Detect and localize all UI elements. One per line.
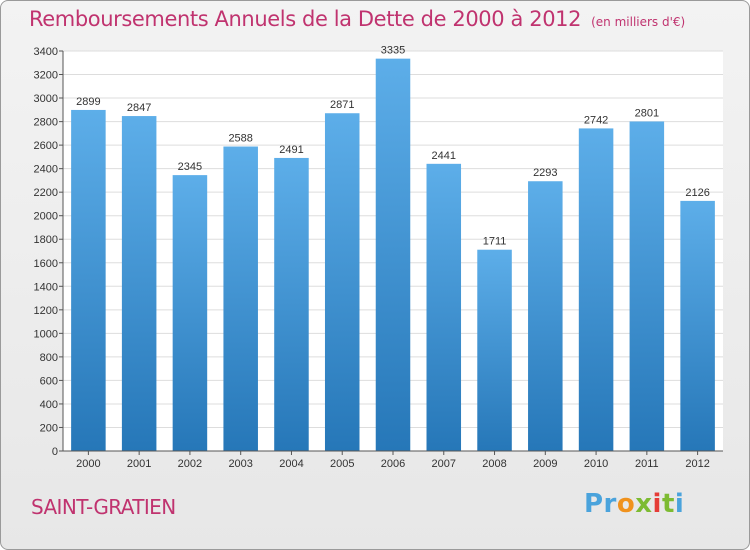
x-tick-label: 2011	[635, 458, 659, 470]
value-label: 2847	[127, 102, 151, 114]
bar-2001	[121, 116, 157, 451]
value-label: 2441	[432, 150, 456, 162]
y-tick-label: 200	[40, 422, 58, 434]
value-label: 2899	[76, 96, 100, 108]
bar-2007	[426, 163, 462, 451]
y-tick-label: 1800	[34, 234, 58, 246]
x-tick-label: 2002	[178, 458, 202, 470]
y-tick-label: 3000	[34, 93, 58, 105]
value-label: 2742	[584, 114, 608, 126]
y-tick-label: 800	[40, 352, 58, 364]
bars	[71, 58, 715, 452]
x-tick-label: 2012	[685, 458, 709, 470]
bar-2003	[223, 146, 258, 451]
y-tick-label: 1400	[34, 281, 58, 293]
y-tick-label: 1200	[34, 305, 58, 317]
bar-2012	[680, 200, 715, 451]
value-label: 2801	[635, 107, 659, 119]
bar-2011	[629, 121, 665, 452]
x-tick-label: 2004	[279, 458, 303, 470]
y-axis: 0 200 400 600 800 1000 1200 1400 1600 1800 2000 220…	[34, 46, 64, 458]
x-tick-label: 2009	[533, 458, 557, 470]
title-line: Remboursements Annuels de la Dette de 20…	[29, 7, 685, 31]
x-axis: 2000 2001 2002 2003 2004 2005 2006 2007 2008 2009…	[63, 450, 723, 470]
value-label: 2345	[178, 161, 202, 173]
x-tick-label: 2010	[584, 458, 608, 470]
x-tick-label: 2008	[482, 458, 506, 470]
bar-2008	[477, 249, 512, 451]
bar-2002	[172, 175, 208, 451]
x-tick-label: 2000	[76, 458, 100, 470]
x-tick-label: 2005	[330, 458, 354, 470]
value-label: 3335	[381, 45, 405, 57]
x-tick-label: 2007	[432, 458, 456, 470]
value-label: 2871	[330, 99, 354, 111]
y-tick-label: 2200	[34, 187, 58, 199]
chart-subtitle: (en milliers d'€)	[591, 15, 686, 29]
y-tick-label: 2000	[34, 211, 58, 223]
bar-2004	[274, 157, 309, 452]
y-tick-label: 600	[40, 375, 58, 387]
y-tick-label: 1000	[34, 328, 58, 340]
x-tick-label: 2001	[127, 458, 151, 470]
bar-2010	[578, 128, 614, 451]
value-label: 2491	[279, 144, 303, 156]
value-label: 2588	[228, 133, 252, 145]
chart-title: Remboursements Annuels de la Dette de 20…	[29, 7, 582, 31]
y-tick-label: 2400	[34, 164, 58, 176]
value-label: 1711	[483, 236, 507, 248]
y-tick-label: 3200	[34, 70, 58, 82]
city-name: SAINT-GRATIEN	[31, 495, 176, 519]
y-tick-label: 2600	[34, 140, 58, 152]
x-tick-label: 2003	[228, 458, 252, 470]
y-tick-label: 2800	[34, 117, 58, 129]
proxiti-logo[interactable]: Proxiti	[584, 489, 685, 519]
bar-2005	[324, 113, 360, 451]
value-label: 2126	[685, 187, 709, 199]
y-tick-label: 3400	[34, 46, 58, 58]
bar-2000	[71, 109, 106, 452]
bar-2006	[375, 58, 411, 451]
y-tick-label: 400	[40, 399, 58, 411]
data-labels: 2899 2847 2345 2588 2491 2871 3335 2441 1711 2293…	[76, 45, 710, 248]
x-tick-label: 2006	[381, 458, 405, 470]
bar-2009	[528, 181, 563, 451]
y-tick-label: 1600	[34, 258, 58, 270]
y-tick-label: 0	[52, 446, 58, 458]
value-label: 2293	[533, 167, 557, 179]
